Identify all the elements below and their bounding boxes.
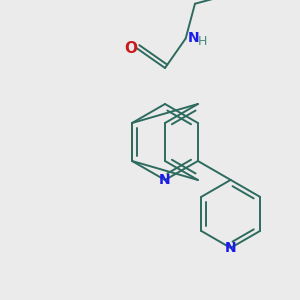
Text: N: N — [159, 173, 171, 187]
Text: H: H — [198, 35, 207, 48]
Text: N: N — [188, 31, 199, 44]
Text: N: N — [225, 241, 236, 255]
Text: O: O — [124, 41, 137, 56]
